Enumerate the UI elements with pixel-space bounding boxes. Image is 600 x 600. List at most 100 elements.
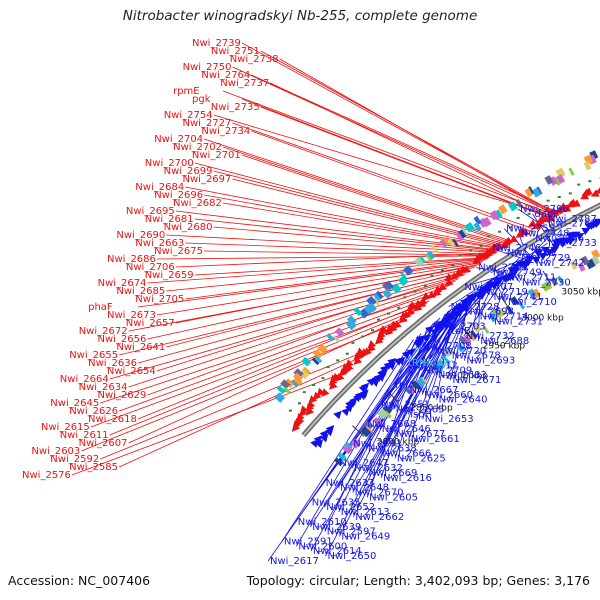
forward-gene-arrow <box>438 282 447 291</box>
reverse-gene-label: Nwi_2600 <box>298 541 347 552</box>
forward-gene-arrow <box>580 192 589 200</box>
forward-gene-arrow <box>515 230 525 238</box>
forward-gene-arrow <box>413 299 423 308</box>
reverse-gene-arrow <box>466 294 476 302</box>
reverse-gene-label: Nwi_2731 <box>494 316 543 327</box>
function-block <box>488 313 497 323</box>
site-marker <box>538 208 542 211</box>
reverse-gene-label: Nwi_2741 <box>494 292 543 303</box>
function-block <box>473 222 482 232</box>
reverse-gene-label: Nwi_2633 <box>326 478 375 489</box>
reverse-gene-label: Nwi_2730 <box>522 277 571 288</box>
ruler-tick <box>501 297 511 311</box>
function-block <box>518 301 526 310</box>
function-block <box>461 334 472 346</box>
function-block <box>555 167 566 178</box>
forward-gene-arrow <box>384 327 394 336</box>
function-block <box>276 385 286 394</box>
reverse-gene-arrow <box>401 350 411 359</box>
forward-leader-line <box>90 303 426 428</box>
reverse-gene-label: Nwi_2670 <box>355 488 404 499</box>
forward-leader-line <box>185 186 505 248</box>
forward-leader-line <box>222 90 558 217</box>
function-block <box>342 444 353 455</box>
reverse-gene-label: Nwi_2652 <box>326 502 375 513</box>
reverse-gene-label: Nwi_2732 <box>466 331 515 342</box>
forward-gene-arrow <box>590 189 600 197</box>
forward-gene-arrow <box>472 256 481 265</box>
forward-gene-label: Nwi_2738 <box>230 54 279 65</box>
ruler-tick <box>542 270 552 285</box>
forward-gene-arrow <box>454 268 464 277</box>
function-block <box>377 408 389 420</box>
function-block <box>458 335 468 346</box>
forward-gene-arrow <box>316 387 325 397</box>
function-block <box>478 217 488 228</box>
reverse-gene-arrow <box>425 325 434 335</box>
function-block <box>508 201 518 212</box>
function-block <box>382 405 393 415</box>
reverse-gene-label: Nwi_2688 <box>480 336 529 347</box>
forward-gene-label: Nwi_2674 <box>98 278 147 289</box>
forward-gene-arrow <box>406 303 416 312</box>
forward-gene-label: Nwi_2603 <box>31 446 80 457</box>
function-block <box>452 238 459 247</box>
reverse-gene-arrow <box>433 323 442 332</box>
reverse-gene-arrow <box>366 377 376 387</box>
site-marker <box>371 329 374 332</box>
forward-gene-label: Nwi_2634 <box>79 382 128 393</box>
reverse-leader-line <box>464 285 484 361</box>
reverse-gene-label: Nwi_2691 <box>353 439 402 450</box>
ruler-label: 2800 kbp <box>377 438 420 448</box>
function-block <box>283 386 291 395</box>
function-block <box>568 167 575 176</box>
forward-gene-arrow <box>328 377 338 386</box>
forward-gene-label: Nwi_2754 <box>164 110 213 121</box>
reverse-gene-label: Nwi_2671 <box>453 375 502 386</box>
forward-leader-line <box>232 66 559 216</box>
site-marker <box>546 199 550 202</box>
function-block <box>591 255 600 266</box>
forward-gene-arrow <box>321 388 330 397</box>
forward-gene-label: Nwi_2751 <box>211 46 260 57</box>
site-marker <box>413 290 417 293</box>
function-block <box>554 177 561 186</box>
forward-gene-label: Nwi_2701 <box>192 150 241 161</box>
function-block <box>350 438 361 449</box>
forward-leader-line <box>147 257 489 284</box>
forward-gene-label: Nwi_2739 <box>192 38 241 49</box>
reverse-gene-label: Nwi_2653 <box>425 414 474 425</box>
function-block <box>391 283 402 294</box>
function-block <box>443 355 451 364</box>
function-block <box>334 457 344 467</box>
function-block <box>541 281 552 292</box>
forward-gene-arrow <box>406 307 416 316</box>
function-block <box>293 368 304 379</box>
forward-leader-line <box>147 284 450 396</box>
trna-label: tRNA-Asn <box>408 358 455 369</box>
site-marker <box>508 226 512 229</box>
function-block <box>301 366 311 376</box>
function-block <box>425 253 432 262</box>
forward-gene-label: Nwi_2685 <box>116 286 165 297</box>
ruler-label: 3050 kbp <box>561 288 600 298</box>
function-block <box>416 377 427 388</box>
reverse-gene-label: Nwi_2683 <box>438 370 487 381</box>
site-marker <box>377 318 380 321</box>
reverse-gene-arrow <box>538 252 548 261</box>
forward-gene-arrow <box>444 273 454 282</box>
forward-gene-label: Nwi_2727 <box>183 118 232 129</box>
function-block <box>442 237 450 246</box>
forward-leader-line <box>128 265 478 332</box>
reverse-gene-label: Nwi_2708 <box>423 341 472 352</box>
site-marker <box>351 341 355 344</box>
function-block <box>544 175 554 185</box>
forward-gene-arrow <box>305 407 315 416</box>
forward-leader-line <box>109 278 458 380</box>
site-marker <box>298 402 301 405</box>
forward-gene-label: Nwi_2681 <box>145 214 194 225</box>
reverse-gene-arrow <box>541 246 551 255</box>
reverse-gene-arrow <box>585 223 594 231</box>
reverse-gene-label: Nwi_2666 <box>382 448 431 459</box>
site-marker <box>403 296 407 299</box>
